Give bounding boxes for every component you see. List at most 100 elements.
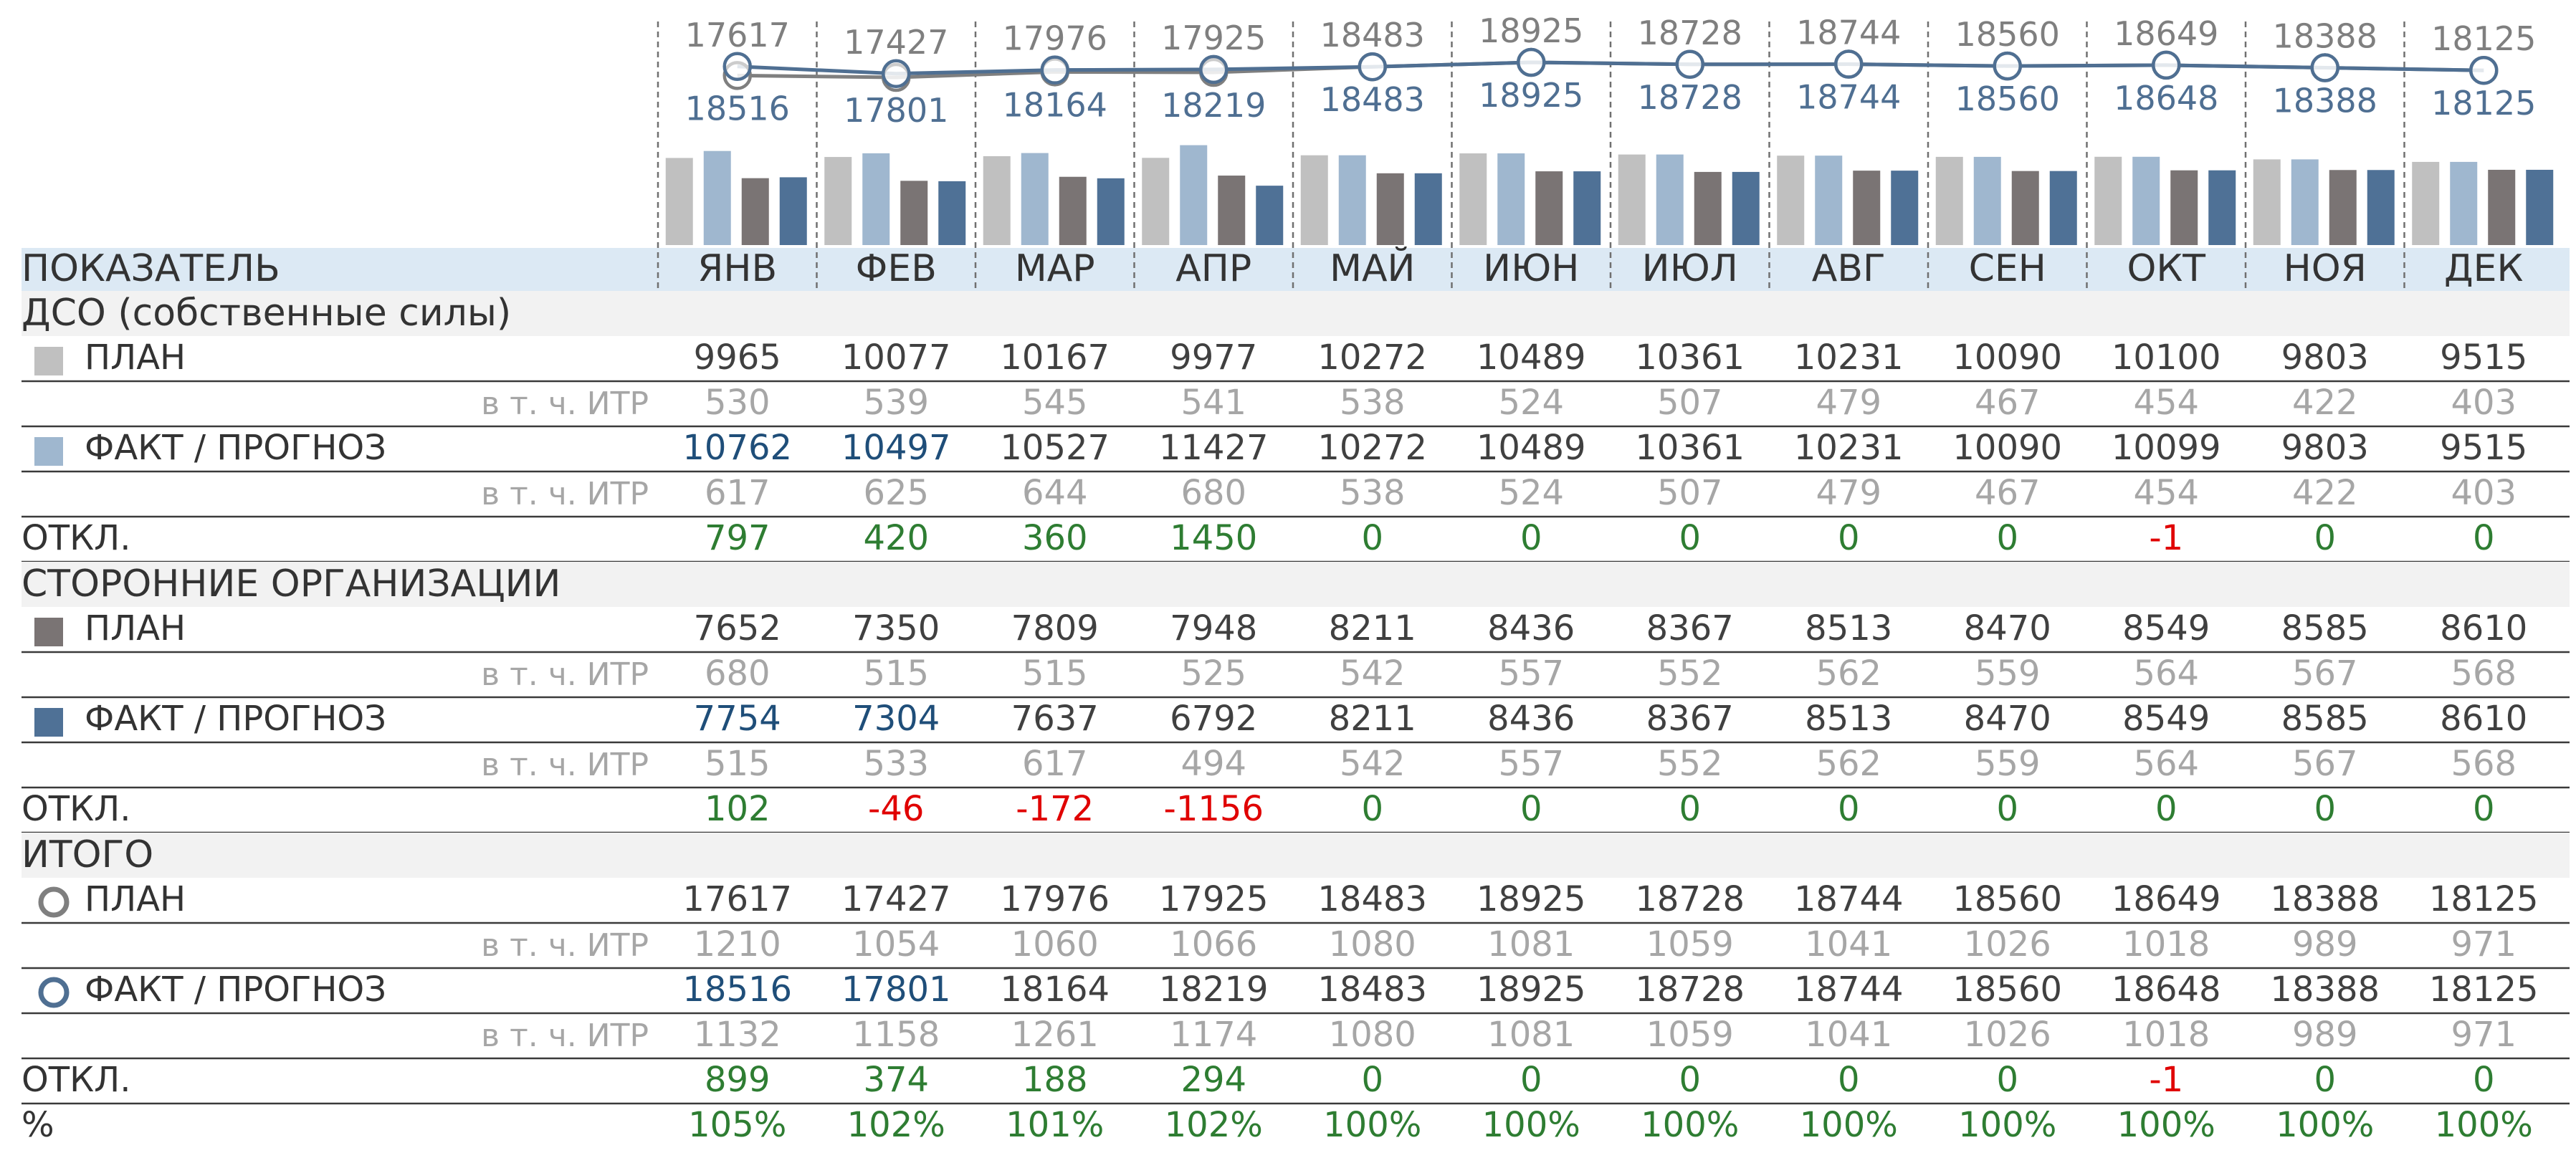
table-cell: 564 (2133, 654, 2199, 694)
ext-plan-bar (1059, 176, 1087, 245)
table-cell: 454 (2133, 383, 2199, 423)
total-lines (722, 47, 2499, 92)
table-cell: 101% (1006, 1105, 1104, 1145)
table-cell: 9515 (2440, 428, 2527, 468)
table-cell: 1261 (1011, 1015, 1099, 1055)
table-cell: 538 (1340, 383, 1406, 423)
table-cell: 294 (1180, 1060, 1246, 1100)
table-cell: 1041 (1805, 924, 1892, 964)
ext-fact-bar (1891, 171, 1919, 245)
table-cell: 0 (1679, 789, 1701, 829)
header-background (22, 248, 2570, 291)
month-label: НОЯ (2284, 247, 2367, 290)
table-cell: 8585 (2281, 608, 2369, 648)
table-cell: 18744 (1794, 970, 1904, 1010)
itr-row-label: в т. ч. ИТР (481, 476, 649, 512)
month-label: ИЮН (1483, 247, 1579, 290)
itr-row-label: в т. ч. ИТР (481, 927, 649, 964)
table-cell: 680 (705, 654, 771, 694)
table-cell: -1156 (1164, 789, 1264, 829)
table-cell: 559 (1975, 654, 2041, 694)
month-label: ФЕВ (856, 247, 937, 290)
table-cell: 18925 (1477, 970, 1586, 1010)
itr-row-label: в т. ч. ИТР (481, 386, 649, 422)
table-cell: 18125 (2429, 970, 2539, 1010)
table-cell: 8513 (1805, 699, 1892, 739)
table-cell: 467 (1975, 473, 2041, 513)
table-cell: 18744 (1794, 879, 1904, 919)
table-cell: 10272 (1317, 338, 1427, 378)
table-cell: 102% (847, 1105, 945, 1145)
table-cell: 0 (1361, 518, 1383, 558)
table-cell: 1059 (1646, 924, 1734, 964)
table-cell: 8549 (2122, 699, 2210, 739)
table-cell: 10361 (1635, 428, 1745, 468)
section-background (22, 833, 2570, 878)
table-cell: 10231 (1794, 428, 1904, 468)
ext-fact-bar (2367, 170, 2395, 245)
table-cell: 100% (2276, 1105, 2374, 1145)
table-cell: 542 (1340, 654, 1406, 694)
total-fact-data-label: 18648 (2114, 79, 2218, 118)
dso-fact-bar (1815, 155, 1843, 245)
total-fact-line-point (882, 59, 911, 89)
table-cell: 524 (1498, 383, 1564, 423)
ext-fact-bar (938, 181, 966, 245)
table-cell: 102 (705, 789, 771, 829)
dso-plan-bar (824, 157, 852, 245)
dso-fact-bar (2291, 159, 2319, 245)
table-cell: 525 (1180, 654, 1246, 694)
row-label: ОТКЛ. (22, 518, 131, 558)
table-cell: 8436 (1487, 699, 1575, 739)
dso-plan-bar (983, 155, 1011, 245)
table-cell: 374 (863, 1060, 929, 1100)
table-cell: 10497 (841, 428, 951, 468)
table-cell: 403 (2451, 383, 2517, 423)
table-cell: 1080 (1329, 1015, 1416, 1055)
table-cell: 524 (1498, 473, 1564, 513)
table-cell: 10489 (1477, 428, 1586, 468)
table-cell: 18483 (1317, 879, 1427, 919)
table-cell: 10762 (682, 428, 792, 468)
table-cell: 479 (1816, 473, 1881, 513)
table-cell: 538 (1340, 473, 1406, 513)
table-cell: 989 (2292, 1015, 2358, 1055)
dso-plan-bar (2412, 161, 2440, 245)
total-fact-line-point (1675, 49, 1704, 80)
total-plan-data-label: 18744 (1796, 14, 1901, 52)
dso-fact-bar (703, 150, 731, 245)
ext-fact-bar (2049, 171, 2077, 245)
table-cell: 0 (1361, 789, 1383, 829)
itr-row-label: в т. ч. ИТР (481, 656, 649, 693)
table-cell: 18560 (1952, 970, 2062, 1010)
table-cell: 515 (705, 744, 771, 784)
table-cell: 568 (2451, 744, 2517, 784)
table-cell: 10167 (1000, 338, 1110, 378)
table-cell: 541 (1180, 383, 1246, 423)
table-cell: 10231 (1794, 338, 1904, 378)
total-fact-line-point (722, 52, 752, 82)
table-cell: 0 (2314, 789, 2336, 829)
table-cell: 625 (863, 473, 929, 513)
table-cell: 0 (2473, 1060, 2495, 1100)
table-cell: 564 (2133, 744, 2199, 784)
table-cell: 8470 (1964, 699, 2051, 739)
table-cell: 559 (1975, 744, 2041, 784)
row-label: ПЛАН (85, 338, 186, 378)
table-cell: 105% (688, 1105, 786, 1145)
table-cell: -1 (2149, 1060, 2183, 1100)
table-cell: 515 (1022, 654, 1088, 694)
legend-circle-marker (38, 886, 70, 918)
dso-plan-bar (2253, 159, 2281, 245)
table-cell: 18560 (1952, 879, 2062, 919)
table-cell: 0 (2314, 1060, 2336, 1100)
table-cell: 7350 (852, 608, 940, 648)
total-fact-data-label: 17801 (844, 91, 948, 130)
table-cell: 1041 (1805, 1015, 1892, 1055)
table-cell: 8367 (1646, 699, 1734, 739)
legend-square-marker (34, 437, 63, 466)
ext-fact-bar (779, 177, 807, 245)
line-labels: 17617 17427 17976 17925 18483 18925 18728 18744… (685, 11, 2537, 130)
table-cell: 9977 (1170, 338, 1257, 378)
